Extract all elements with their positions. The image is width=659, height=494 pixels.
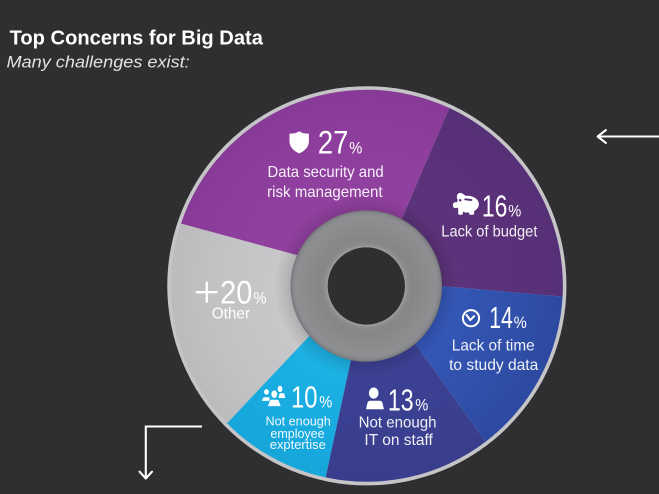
svg-text:%: % xyxy=(508,202,521,220)
svg-text:27: 27 xyxy=(318,125,349,161)
svg-text:Many challenges exist:: Many challenges exist: xyxy=(7,53,190,72)
svg-text:16: 16 xyxy=(482,188,508,223)
svg-text:%: % xyxy=(514,314,527,332)
svg-text:Lack of budget: Lack of budget xyxy=(441,223,538,240)
svg-text:Not enough: Not enough xyxy=(266,413,331,428)
svg-text:Top Concerns for Big Data: Top Concerns for Big Data xyxy=(10,28,264,50)
svg-text:20: 20 xyxy=(220,274,252,310)
svg-text:exptertise: exptertise xyxy=(270,437,326,452)
svg-text:to study data: to study data xyxy=(449,357,538,374)
svg-text:%: % xyxy=(415,396,428,414)
svg-text:risk management: risk management xyxy=(267,184,383,201)
svg-text:10: 10 xyxy=(291,379,318,414)
svg-text:14: 14 xyxy=(489,300,513,335)
svg-text:IT on staff: IT on staff xyxy=(364,432,433,449)
svg-text:13: 13 xyxy=(388,382,414,417)
svg-text:employee: employee xyxy=(270,426,324,441)
svg-text:Not enough: Not enough xyxy=(359,415,437,432)
svg-text:%: % xyxy=(319,393,332,411)
svg-text:Lack of time: Lack of time xyxy=(452,337,535,354)
svg-text:%: % xyxy=(349,140,362,158)
svg-text:Data security and: Data security and xyxy=(268,164,384,181)
svg-text:%: % xyxy=(254,289,267,307)
svg-text:Other: Other xyxy=(212,306,251,323)
